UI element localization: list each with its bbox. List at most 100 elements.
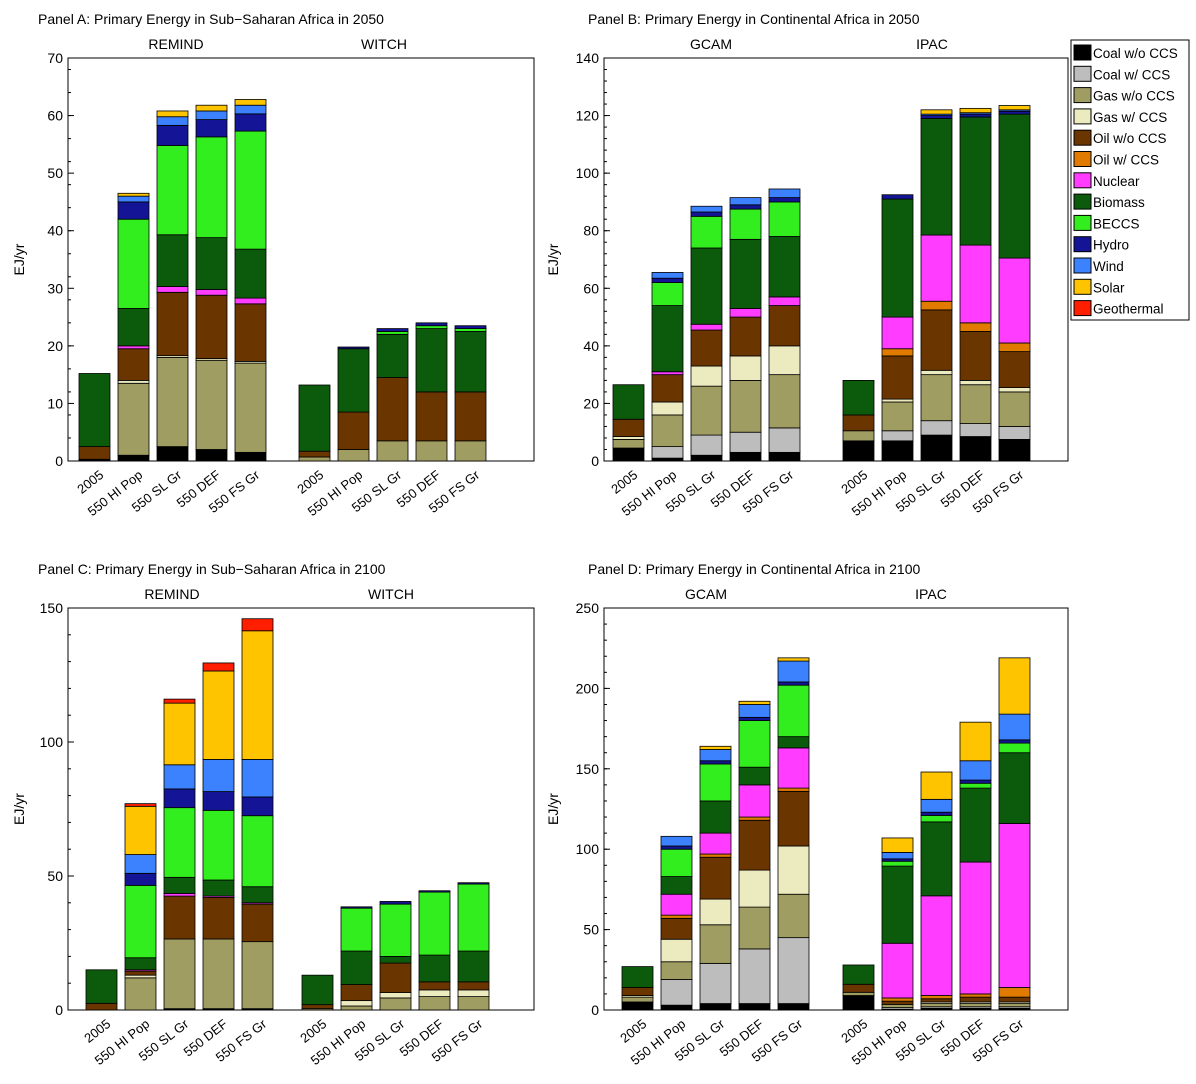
y-tick-label: 0 bbox=[55, 453, 63, 469]
bar-segment bbox=[379, 956, 412, 964]
bar-segment bbox=[78, 373, 111, 448]
bar-segment bbox=[117, 454, 150, 462]
bar-segment bbox=[651, 457, 684, 462]
legend-label: Coal w/o CCS bbox=[1093, 46, 1178, 61]
bar-segment bbox=[690, 211, 723, 217]
legend-label: Gas w/ CCS bbox=[1093, 110, 1167, 125]
legend-label: Oil w/o CCS bbox=[1093, 131, 1167, 146]
bar-segment bbox=[959, 384, 992, 424]
bar-segment bbox=[959, 996, 992, 1003]
chart-title: Panel D: Primary Energy in Continental A… bbox=[588, 561, 920, 577]
bar-segment bbox=[651, 414, 684, 448]
bar-segment bbox=[738, 869, 771, 908]
bar-segment bbox=[379, 962, 412, 993]
bar-segment bbox=[998, 752, 1031, 824]
y-tick-label: 30 bbox=[47, 280, 63, 296]
chart-panel-d: Panel D: Primary Energy in Continental A… bbox=[545, 561, 1069, 1068]
bar-segment bbox=[690, 454, 723, 462]
bar-segment bbox=[298, 450, 331, 458]
bar-segment bbox=[202, 879, 235, 897]
bar-segment bbox=[920, 420, 953, 436]
legend-label: BECCS bbox=[1093, 216, 1140, 231]
bar-segment bbox=[241, 941, 274, 1010]
bar-segment bbox=[156, 291, 189, 357]
bar-segment bbox=[959, 1003, 992, 1008]
bar-segment bbox=[117, 348, 150, 381]
bar-segment bbox=[959, 244, 992, 324]
bar-segment bbox=[156, 110, 189, 118]
bar-segment bbox=[777, 736, 810, 749]
bar-segment bbox=[651, 374, 684, 403]
bar-segment bbox=[690, 323, 723, 331]
bar-segment bbox=[738, 819, 771, 871]
bar-segment bbox=[729, 208, 762, 240]
bar-segment bbox=[699, 962, 732, 1004]
group-label: REMIND bbox=[148, 36, 203, 52]
bar-segment bbox=[998, 257, 1031, 344]
bar-segment bbox=[842, 964, 875, 985]
bar-segment bbox=[959, 107, 992, 114]
bar-segment bbox=[998, 113, 1031, 259]
bar-segment bbox=[234, 297, 267, 305]
bar-segment bbox=[920, 1003, 953, 1008]
bar-segment bbox=[768, 197, 801, 203]
bar-segment bbox=[163, 876, 196, 894]
bar-segment bbox=[454, 440, 487, 462]
legend-label: Nuclear bbox=[1093, 174, 1140, 189]
bar-segment bbox=[163, 807, 196, 878]
y-tick-label: 40 bbox=[47, 223, 63, 239]
bar-segment bbox=[660, 845, 693, 850]
bar-segment bbox=[117, 192, 150, 197]
bar-segment bbox=[117, 345, 150, 350]
bar-segment bbox=[738, 784, 771, 818]
bar-segment bbox=[202, 897, 235, 940]
bar-segment bbox=[998, 742, 1031, 754]
bar-segment bbox=[124, 854, 157, 874]
bar-segment bbox=[202, 809, 235, 881]
bar-segment bbox=[777, 937, 810, 1004]
y-tick-label: 200 bbox=[576, 680, 600, 696]
bar-segment bbox=[959, 436, 992, 462]
bar-segment bbox=[340, 906, 373, 909]
bar-segment bbox=[881, 837, 914, 853]
chart-title: Panel A: Primary Energy in Sub−Saharan A… bbox=[38, 11, 384, 27]
bar-segment bbox=[376, 333, 409, 378]
x-tick-label: 2005 bbox=[294, 467, 326, 497]
bar-segment bbox=[195, 136, 228, 239]
bar-segment bbox=[959, 379, 992, 386]
bar-segment bbox=[117, 382, 150, 456]
bar-segment bbox=[457, 981, 490, 991]
y-tick-label: 0 bbox=[591, 453, 599, 469]
bar-segment bbox=[768, 188, 801, 199]
bar-segment bbox=[729, 197, 762, 206]
bar-segment bbox=[959, 322, 992, 332]
bar-segment bbox=[195, 359, 228, 450]
bar-segment bbox=[920, 811, 953, 816]
bar-segment bbox=[699, 760, 732, 765]
bar-segment bbox=[998, 987, 1031, 998]
bar-segment bbox=[959, 787, 992, 863]
bar-segment bbox=[738, 1003, 771, 1011]
bar-segment bbox=[998, 823, 1031, 988]
y-tick-label: 100 bbox=[576, 841, 600, 857]
bar-segment bbox=[842, 379, 875, 416]
bar-segment bbox=[777, 747, 810, 789]
bar-segment bbox=[777, 684, 810, 738]
legend-label: Solar bbox=[1093, 280, 1125, 295]
bar-segment bbox=[959, 993, 992, 998]
bar-segment bbox=[156, 446, 189, 462]
bar-segment bbox=[457, 996, 490, 1011]
chart-title: Panel B: Primary Energy in Continental A… bbox=[588, 11, 920, 27]
bar-segment bbox=[777, 790, 810, 847]
bar-segment bbox=[998, 1003, 1031, 1008]
bar-segment bbox=[959, 782, 992, 789]
legend-label: Gas w/o CCS bbox=[1093, 89, 1175, 104]
bar-segment bbox=[998, 105, 1031, 111]
bar-segment bbox=[768, 296, 801, 306]
y-axis-label: EJ/yr bbox=[545, 793, 561, 825]
bar-segment bbox=[340, 984, 373, 1002]
bar-segment bbox=[376, 377, 409, 442]
bar-segment bbox=[234, 113, 267, 132]
bar-segment bbox=[195, 449, 228, 462]
bar-segment bbox=[156, 356, 189, 448]
